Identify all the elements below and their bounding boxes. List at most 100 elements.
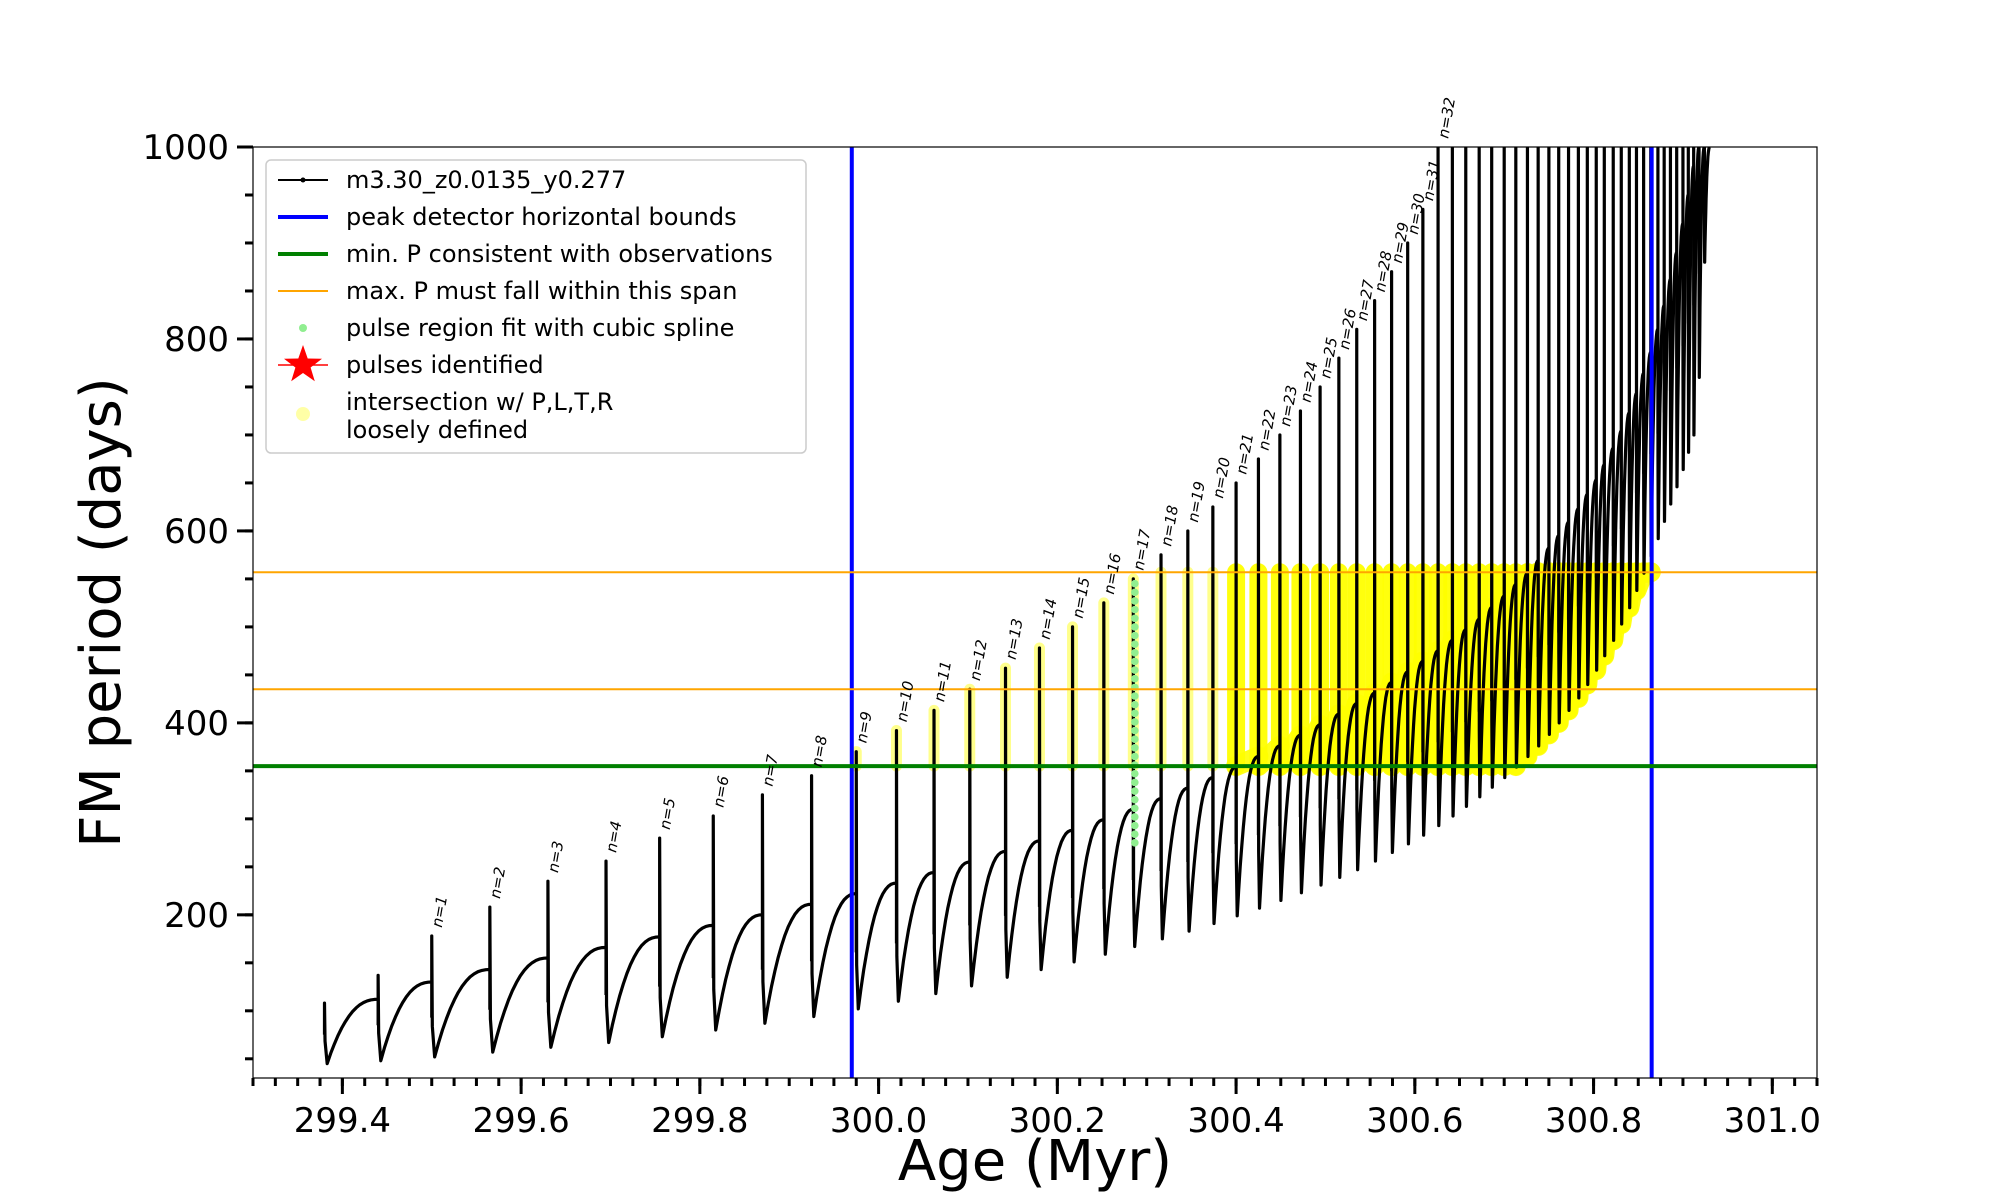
- legend-marker: [300, 177, 306, 183]
- legend-marker: [299, 324, 307, 332]
- pulse-label: n=19: [1184, 480, 1209, 524]
- pulse-label: n=9: [852, 710, 875, 744]
- pulse-label: n=12: [966, 638, 991, 682]
- pulse-curve: [1514, 147, 1529, 769]
- pulse-label: n=23: [1276, 384, 1301, 428]
- legend-label: intersection w/ P,L,T,R: [346, 388, 613, 416]
- pulse-curve: [1525, 147, 1539, 759]
- spline-point: [1131, 692, 1139, 700]
- spline-point: [1131, 709, 1139, 718]
- pulse-curve: [1585, 147, 1598, 687]
- spline-point: [1131, 726, 1139, 735]
- pulse-curve: [658, 836, 714, 1039]
- spline-point: [1131, 649, 1139, 657]
- pulse-label: n=18: [1157, 504, 1182, 548]
- pulse-curve: [1355, 327, 1375, 872]
- pulse-label: n=13: [1002, 617, 1027, 661]
- y-tick-label: 800: [164, 320, 229, 360]
- y-axis-label: FM period (days): [69, 377, 134, 847]
- x-tick-label: 300.4: [1187, 1101, 1284, 1141]
- pulse-label: n=7: [759, 753, 782, 788]
- pulse-curve: [760, 793, 812, 1025]
- pulse-curve: [711, 814, 763, 1032]
- x-tick-label: 300.2: [1009, 1101, 1106, 1141]
- legend-label: max. P must fall within this span: [346, 277, 737, 305]
- x-tick-label: 299.6: [472, 1101, 569, 1141]
- pulse-curve: [1477, 147, 1493, 799]
- y-tick-label: 1000: [142, 128, 229, 168]
- pulse-curve: [1070, 625, 1105, 964]
- pulse-curve: [604, 859, 660, 1045]
- legend-entry-peak-bounds: peak detector horizontal bounds: [278, 203, 737, 231]
- pulse-curve: [1406, 241, 1424, 846]
- spline-point: [1131, 579, 1139, 588]
- pulse-label: n=4: [602, 820, 625, 854]
- pulse-curve: [1159, 553, 1189, 941]
- spline-point: [1131, 700, 1139, 709]
- pulse-curve: [1234, 481, 1259, 918]
- pulse-curve: [1256, 457, 1281, 910]
- pulse-label: n=6: [709, 774, 732, 808]
- pulse-label: n=15: [1069, 576, 1094, 620]
- spline-point: [1131, 657, 1139, 666]
- spline-point: [1131, 588, 1139, 597]
- x-tick-label: 300.8: [1545, 1101, 1642, 1141]
- spline-point: [1131, 666, 1139, 674]
- y-tick-label: 200: [164, 896, 229, 936]
- pulse-curve: [968, 687, 1006, 988]
- spline-point: [1131, 631, 1139, 640]
- period-curve: [322, 147, 1711, 1066]
- spline-point: [1131, 735, 1139, 743]
- legend-label: peak detector horizontal bounds: [346, 203, 737, 231]
- reference-lines: [253, 147, 1817, 1078]
- spline-fit-markers: [1131, 579, 1139, 847]
- legend-label: m3.30_z0.0135_y0.277: [346, 166, 626, 194]
- pulse-curve: [1373, 298, 1392, 863]
- x-tick-label: 299.8: [651, 1101, 748, 1141]
- legend-label: pulse region fit with cubic spline: [346, 314, 734, 342]
- pulse-curve: [1450, 147, 1467, 818]
- pulse-curve: [1389, 270, 1409, 855]
- spline-point: [1131, 674, 1139, 683]
- legend-entry-spline: pulse region fit with cubic spline: [299, 314, 734, 342]
- pulse-curve: [854, 750, 897, 1011]
- legend-label: pulses identified: [346, 351, 544, 379]
- pulse-curve: [1602, 147, 1615, 658]
- pulse-curve: [1037, 646, 1073, 972]
- pulse-curve: [1436, 147, 1453, 828]
- spline-point: [1131, 769, 1139, 778]
- legend-entry-pulses: pulses identified: [278, 345, 544, 382]
- x-tick-label: 301.0: [1724, 1101, 1821, 1141]
- pulse-label: n=21: [1232, 432, 1257, 476]
- spline-point: [1131, 795, 1139, 804]
- pulse-curve: [1464, 147, 1480, 808]
- pulse-curve: [1186, 529, 1214, 933]
- legend-marker: [296, 407, 310, 421]
- pulse-curve: [1536, 147, 1550, 748]
- spline-point: [1131, 597, 1139, 605]
- pulse-label: n=20: [1209, 456, 1234, 500]
- axes: 299.4 299.6 299.8 300.0 300.2 300.4 300.6 300.8…: [142, 128, 1821, 1141]
- pulse-curve: [894, 728, 935, 1003]
- spline-point: [1131, 821, 1139, 830]
- spline-point: [1131, 813, 1139, 821]
- pulse-label: n=17: [1130, 527, 1155, 571]
- pulse-curve: [376, 973, 432, 1063]
- pulse-curve: [1421, 207, 1439, 837]
- legend-entry-min-period: min. P consistent with observations: [278, 240, 773, 268]
- pulse-label: n=32: [1434, 96, 1459, 140]
- x-axis-label: Age (Myr): [898, 1129, 1172, 1194]
- pulse-curve: [1003, 666, 1040, 979]
- pulse-curve: [1298, 409, 1321, 895]
- pulse-curve: [1547, 147, 1560, 736]
- x-tick-label: 300.0: [830, 1101, 927, 1141]
- pulse-label: n=3: [544, 840, 567, 874]
- x-tick-label: 300.6: [1366, 1101, 1463, 1141]
- spline-point: [1131, 839, 1139, 847]
- pulse-label: n=31: [1419, 158, 1444, 202]
- pulse-curve: [1278, 433, 1301, 903]
- pulse-label: n=8: [808, 734, 831, 768]
- x-tick-label: 299.4: [294, 1101, 391, 1141]
